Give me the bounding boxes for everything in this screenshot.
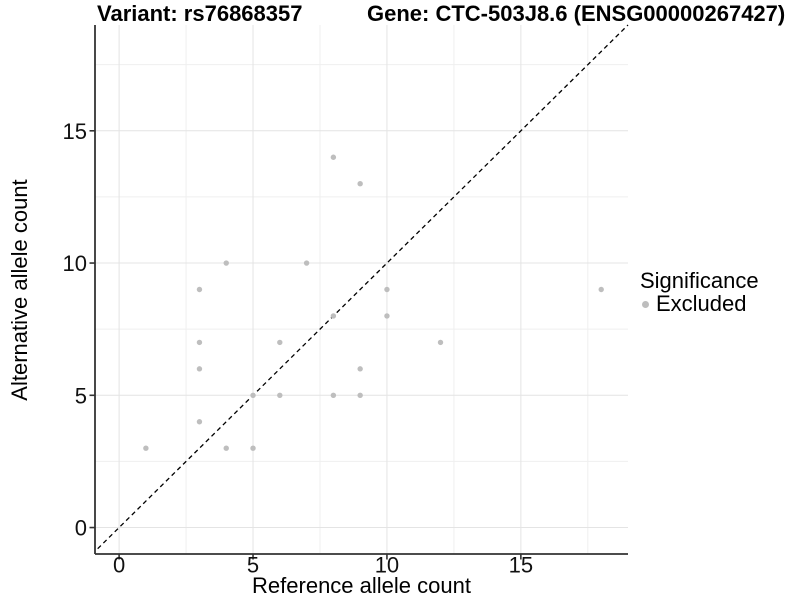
data-point bbox=[357, 366, 363, 372]
data-point bbox=[384, 286, 390, 293]
data-point bbox=[223, 260, 229, 266]
x-axis-label: Reference allele count bbox=[252, 573, 471, 598]
data-point bbox=[357, 181, 363, 187]
data-point bbox=[196, 419, 203, 425]
data-point bbox=[330, 392, 337, 398]
data-point bbox=[277, 392, 283, 398]
y-tick-label: 10 bbox=[63, 251, 87, 276]
data-point bbox=[196, 366, 203, 372]
legend-item-excluded: Excluded bbox=[640, 293, 759, 315]
data-point bbox=[250, 445, 256, 451]
data-point bbox=[303, 260, 310, 266]
plot-title-variant: Variant: rs76868357 bbox=[97, 1, 303, 26]
legend-point-icon bbox=[642, 300, 649, 308]
data-point bbox=[223, 445, 229, 451]
y-tick-label: 5 bbox=[75, 383, 87, 408]
data-point bbox=[384, 313, 390, 319]
y-tick-label: 0 bbox=[75, 516, 87, 541]
legend-title: Significance bbox=[640, 268, 759, 293]
data-point bbox=[357, 392, 363, 398]
legend-item-label: Excluded bbox=[656, 291, 747, 316]
data-point bbox=[330, 154, 337, 160]
y-axis-label: Alternative allele count bbox=[7, 179, 32, 401]
data-point bbox=[598, 286, 604, 293]
identity-dashed-line bbox=[97, 24, 629, 550]
y-tick-label: 15 bbox=[63, 119, 87, 144]
data-point bbox=[143, 445, 149, 451]
data-point bbox=[330, 313, 337, 319]
x-tick-label: 15 bbox=[509, 553, 533, 578]
x-tick-label: 5 bbox=[247, 553, 259, 578]
plot-title-gene: Gene: CTC-503J8.6 (ENSG00000267427) bbox=[367, 1, 786, 26]
legend: Significance Excluded bbox=[640, 268, 759, 315]
x-tick-label: 0 bbox=[113, 553, 125, 578]
data-point bbox=[250, 392, 256, 398]
x-tick-label: 10 bbox=[375, 553, 399, 578]
data-point bbox=[196, 286, 203, 293]
data-point bbox=[277, 339, 283, 346]
data-point bbox=[437, 339, 444, 346]
data-point bbox=[196, 339, 203, 346]
